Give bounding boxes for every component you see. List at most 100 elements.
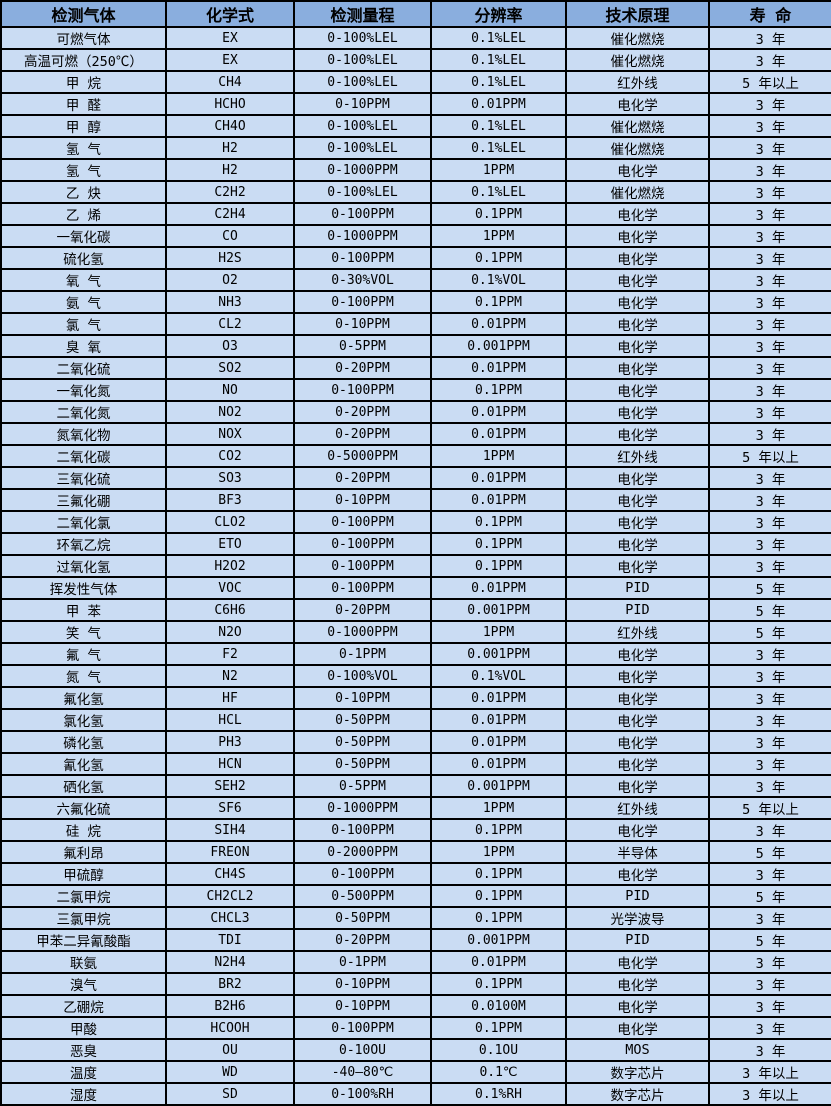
cell-principle: PID bbox=[565, 884, 710, 908]
table-row: 硅 烷 SIH4 0-100PPM 0.1PPM 电化学 3 年 bbox=[0, 818, 831, 842]
cell-formula: B2H6 bbox=[165, 994, 295, 1018]
table-row: 二氧化硫 SO2 0-20PPM 0.01PPM 电化学 3 年 bbox=[0, 356, 831, 380]
cell-gas: 氨 气 bbox=[0, 290, 167, 314]
cell-life: 3 年 bbox=[708, 950, 831, 974]
table-row: 湿度 SD 0-100%RH 0.1%RH 数字芯片 3 年以上 bbox=[0, 1082, 831, 1106]
cell-life: 3 年 bbox=[708, 1016, 831, 1040]
cell-life: 5 年 bbox=[708, 576, 831, 600]
cell-resolution: 0.01PPM bbox=[430, 92, 567, 116]
cell-life: 3 年 bbox=[708, 862, 831, 886]
cell-resolution: 1PPM bbox=[430, 224, 567, 248]
cell-principle: 电化学 bbox=[565, 664, 710, 688]
cell-formula: SO2 bbox=[165, 356, 295, 380]
cell-life: 3 年 bbox=[708, 422, 831, 446]
table-row: 联氨 N2H4 0-1PPM 0.01PPM 电化学 3 年 bbox=[0, 950, 831, 974]
cell-formula: CLO2 bbox=[165, 510, 295, 534]
cell-range: 0-1PPM bbox=[293, 642, 432, 666]
cell-life: 5 年 bbox=[708, 598, 831, 622]
cell-gas: 氟化氢 bbox=[0, 686, 167, 710]
cell-principle: 电化学 bbox=[565, 202, 710, 226]
cell-resolution: 0.1%LEL bbox=[430, 70, 567, 94]
cell-resolution: 0.1PPM bbox=[430, 818, 567, 842]
cell-resolution: 0.001PPM bbox=[430, 928, 567, 952]
table-row: 氮 气 N2 0-100%VOL 0.1%VOL 电化学 3 年 bbox=[0, 664, 831, 688]
cell-range: 0-100PPM bbox=[293, 1016, 432, 1040]
cell-formula: CL2 bbox=[165, 312, 295, 336]
cell-resolution: 0.1℃ bbox=[430, 1060, 567, 1084]
table-row: 乙硼烷 B2H6 0-10PPM 0.0100M 电化学 3 年 bbox=[0, 994, 831, 1018]
table-header: 检测气体 化学式 检测量程 分辨率 技术原理 寿 命 bbox=[0, 0, 831, 28]
cell-gas: 氟利昂 bbox=[0, 840, 167, 864]
cell-formula: NO bbox=[165, 378, 295, 402]
cell-life: 3 年 bbox=[708, 290, 831, 314]
cell-life: 3 年以上 bbox=[708, 1082, 831, 1106]
cell-range: 0-100PPM bbox=[293, 246, 432, 270]
cell-resolution: 0.01PPM bbox=[430, 466, 567, 490]
cell-principle: 红外线 bbox=[565, 444, 710, 468]
cell-life: 3 年 bbox=[708, 158, 831, 182]
cell-life: 3 年 bbox=[708, 312, 831, 336]
cell-life: 3 年 bbox=[708, 554, 831, 578]
cell-range: 0-1PPM bbox=[293, 950, 432, 974]
cell-life: 3 年 bbox=[708, 356, 831, 380]
cell-resolution: 0.1PPM bbox=[430, 862, 567, 886]
cell-range: 0-20PPM bbox=[293, 928, 432, 952]
cell-gas: 氯化氢 bbox=[0, 708, 167, 732]
table-row: 二氧化氮 NO2 0-20PPM 0.01PPM 电化学 3 年 bbox=[0, 400, 831, 424]
cell-range: 0-100PPM bbox=[293, 290, 432, 314]
cell-resolution: 0.01PPM bbox=[430, 752, 567, 776]
cell-principle: 电化学 bbox=[565, 312, 710, 336]
cell-range: 0-1000PPM bbox=[293, 158, 432, 182]
cell-principle: 电化学 bbox=[565, 400, 710, 424]
cell-formula: O3 bbox=[165, 334, 295, 358]
table-row: 三氯甲烷 CHCL3 0-50PPM 0.1PPM 光学波导 3 年 bbox=[0, 906, 831, 930]
cell-life: 3 年 bbox=[708, 532, 831, 556]
table-body: 可燃气体 EX 0-100%LEL 0.1%LEL 催化燃烧 3 年高温可燃（250℃） E… bbox=[0, 26, 831, 1106]
cell-principle: 电化学 bbox=[565, 972, 710, 996]
cell-resolution: 0.01PPM bbox=[430, 576, 567, 600]
cell-formula: EX bbox=[165, 48, 295, 72]
cell-life: 3 年 bbox=[708, 334, 831, 358]
cell-resolution: 0.001PPM bbox=[430, 334, 567, 358]
cell-resolution: 0.01PPM bbox=[430, 686, 567, 710]
cell-range: 0-100PPM bbox=[293, 818, 432, 842]
header-life: 寿 命 bbox=[708, 0, 831, 28]
header-row: 检测气体 化学式 检测量程 分辨率 技术原理 寿 命 bbox=[0, 0, 831, 28]
cell-life: 3 年 bbox=[708, 136, 831, 160]
cell-range: 0-500PPM bbox=[293, 884, 432, 908]
cell-life: 3 年 bbox=[708, 510, 831, 534]
cell-gas: 甲苯二异氰酸酯 bbox=[0, 928, 167, 952]
cell-life: 3 年 bbox=[708, 906, 831, 930]
cell-resolution: 0.1%LEL bbox=[430, 48, 567, 72]
cell-life: 3 年 bbox=[708, 774, 831, 798]
cell-resolution: 0.1PPM bbox=[430, 554, 567, 578]
cell-range: 0-100%LEL bbox=[293, 70, 432, 94]
cell-gas: 一氧化氮 bbox=[0, 378, 167, 402]
cell-range: 0-10PPM bbox=[293, 488, 432, 512]
cell-life: 3 年 bbox=[708, 994, 831, 1018]
table-row: 六氟化硫 SF6 0-1000PPM 1PPM 红外线 5 年以上 bbox=[0, 796, 831, 820]
cell-resolution: 0.001PPM bbox=[430, 598, 567, 622]
cell-range: 0-5000PPM bbox=[293, 444, 432, 468]
cell-range: 0-100%RH bbox=[293, 1082, 432, 1106]
cell-resolution: 0.1%LEL bbox=[430, 114, 567, 138]
cell-range: 0-100%LEL bbox=[293, 114, 432, 138]
cell-principle: 催化燃烧 bbox=[565, 180, 710, 204]
cell-resolution: 1PPM bbox=[430, 444, 567, 468]
table-row: 二氧化碳 CO2 0-5000PPM 1PPM 红外线 5 年以上 bbox=[0, 444, 831, 468]
cell-range: 0-100%VOL bbox=[293, 664, 432, 688]
table-row: 氟利昂 FREON 0-2000PPM 1PPM 半导体 5 年 bbox=[0, 840, 831, 864]
table-row: 甲 醛 HCHO 0-10PPM 0.01PPM 电化学 3 年 bbox=[0, 92, 831, 116]
cell-principle: 数字芯片 bbox=[565, 1082, 710, 1106]
cell-gas: 三氟化硼 bbox=[0, 488, 167, 512]
cell-resolution: 0.1PPM bbox=[430, 202, 567, 226]
cell-life: 3 年 bbox=[708, 466, 831, 490]
cell-principle: 红外线 bbox=[565, 620, 710, 644]
cell-formula: CH4O bbox=[165, 114, 295, 138]
cell-gas: 湿度 bbox=[0, 1082, 167, 1106]
cell-formula: CHCL3 bbox=[165, 906, 295, 930]
cell-gas: 高温可燃（250℃） bbox=[0, 48, 167, 72]
cell-gas: 硒化氢 bbox=[0, 774, 167, 798]
cell-gas: 过氧化氢 bbox=[0, 554, 167, 578]
cell-gas: 氧 气 bbox=[0, 268, 167, 292]
